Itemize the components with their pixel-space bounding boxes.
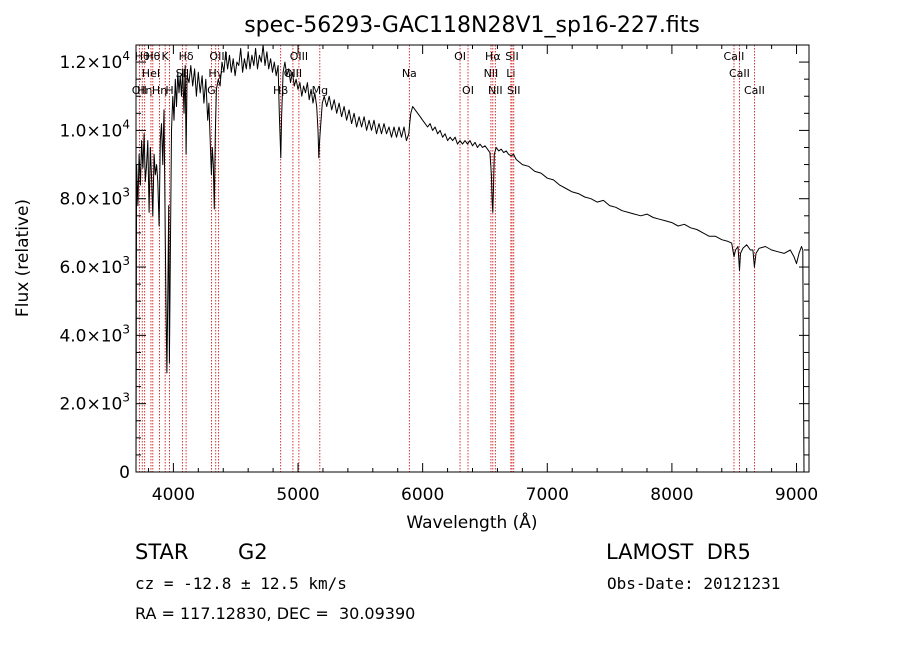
marker-label: HeI <box>142 67 160 80</box>
marker-label: Hθ <box>135 50 150 63</box>
y-tick-label: 6.0×103 <box>59 254 130 278</box>
marker-label: H <box>165 84 173 97</box>
marker-label: Hα <box>485 50 501 63</box>
marker-label: SII <box>507 84 520 97</box>
y-axis-ticks: 0 2.0×103 4.0×103 6.0×103 8.0×103 1.0×104 1.2×… <box>59 49 809 483</box>
marker-label: Hη <box>152 84 167 97</box>
marker-label: K <box>162 50 170 63</box>
x-tick-label: 9000 <box>775 485 818 505</box>
marker-label: Na <box>402 67 417 80</box>
ra-dec: RA = 117.12830, DEC = 30.09390 <box>135 604 416 623</box>
marker-label: Hγ <box>208 67 223 80</box>
spectral-subclass: G2 <box>238 540 268 564</box>
marker-label: Hβ <box>273 84 288 97</box>
y-tick-label: 1.0×104 <box>59 117 130 141</box>
marker-label: NII <box>488 84 503 97</box>
marker-label: Hθ <box>145 50 160 63</box>
chart-title: spec-56293-GAC118N28V1_sp16-227.fits <box>244 13 700 38</box>
marker-label: Mg <box>312 84 328 97</box>
y-axis-label: Flux (relative) <box>13 199 33 317</box>
survey-name: LAMOST DR5 <box>606 540 751 564</box>
x-tick-label: 7000 <box>526 485 569 505</box>
redshift-cz: cz = -12.8 ± 12.5 km/s <box>135 574 347 593</box>
y-tick-label: 8.0×103 <box>59 186 130 210</box>
plot-frame <box>135 44 810 473</box>
flux-line <box>135 44 805 473</box>
marker-label: OIII <box>209 50 227 63</box>
marker-label: Li <box>506 67 515 80</box>
marker-label: CaII <box>724 50 745 63</box>
flux-series <box>135 44 805 473</box>
y-tick-label: 1.2×104 <box>59 49 130 73</box>
marker-label: NII <box>484 67 499 80</box>
spectral-line-markers: OIIHθHηHeIHθHηKHSIIHδGHγOIIIHβOIIIOIIIMg… <box>132 45 765 472</box>
spectral-class: STAR <box>135 540 189 564</box>
y-tick-label: 0 <box>119 463 130 483</box>
x-axis-ticks: 4000 5000 6000 7000 8000 9000 <box>147 45 818 505</box>
x-tick-label: 6000 <box>401 485 444 505</box>
marker-label: CaII <box>729 67 750 80</box>
x-tick-label: 8000 <box>650 485 693 505</box>
marker-label: SII <box>505 50 518 63</box>
marker-label: G <box>207 84 216 97</box>
marker-label: CaII <box>744 84 765 97</box>
marker-label: Hδ <box>179 50 194 63</box>
marker-label: OIII <box>290 50 308 63</box>
marker-label: OI <box>462 84 474 97</box>
observation-date: Obs-Date: 20121231 <box>607 574 781 593</box>
y-tick-label: 2.0×103 <box>59 391 130 415</box>
marker-label: OI <box>454 50 466 63</box>
x-axis-label: Wavelength (Å) <box>406 511 537 533</box>
x-tick-label: 5000 <box>276 485 319 505</box>
x-tick-label: 4000 <box>152 485 195 505</box>
y-tick-label: 4.0×103 <box>59 322 130 346</box>
marker-label: Hη <box>137 84 152 97</box>
